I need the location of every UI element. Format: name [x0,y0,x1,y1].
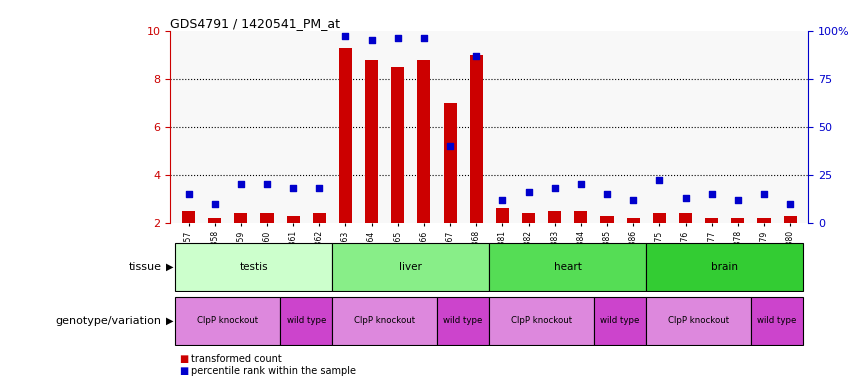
Bar [287,215,300,223]
Point [705,191,718,197]
Text: transformed count: transformed count [191,354,283,364]
Text: wild type: wild type [757,316,797,325]
Bar [443,103,457,223]
Text: tissue: tissue [129,262,162,272]
Point [495,197,509,203]
Point [653,177,666,184]
Bar [646,297,751,344]
Bar [280,297,333,344]
Bar [646,243,803,291]
Text: ClpP knockout: ClpP knockout [511,316,572,325]
Bar [626,218,640,223]
Bar [234,213,248,223]
Bar [731,218,745,223]
Point [443,143,457,149]
Text: wild type: wild type [601,316,640,325]
Bar [679,213,692,223]
Text: wild type: wild type [287,316,326,325]
Text: ClpP knockout: ClpP knockout [354,316,415,325]
Bar [653,213,665,223]
Bar [260,213,273,223]
Point [417,35,431,41]
Point [339,33,352,40]
Text: ClpP knockout: ClpP knockout [197,316,259,325]
Text: genotype/variation: genotype/variation [55,316,162,326]
Bar [175,243,333,291]
Point [391,35,404,41]
Point [600,191,614,197]
Text: ■: ■ [179,354,188,364]
Bar [757,218,770,223]
Text: ClpP knockout: ClpP knockout [668,316,729,325]
Bar [365,60,378,223]
Bar [574,211,587,223]
Text: percentile rank within the sample: percentile rank within the sample [191,366,357,376]
Point [757,191,771,197]
Bar [339,48,352,223]
Text: ■: ■ [179,366,188,376]
Point [260,181,274,187]
Bar [333,243,489,291]
Bar [489,243,646,291]
Bar [175,297,280,344]
Text: ▶: ▶ [166,262,174,272]
Bar [496,208,509,223]
Point [783,200,797,207]
Text: heart: heart [554,262,582,272]
Bar [705,218,718,223]
Point [522,189,535,195]
Bar [391,67,404,223]
Bar [548,211,562,223]
Bar [784,215,797,223]
Point [574,181,588,187]
Point [731,197,745,203]
Bar [751,297,803,344]
Bar [333,297,437,344]
Bar [417,60,431,223]
Point [365,37,379,43]
Bar [489,297,594,344]
Text: ▶: ▶ [166,316,174,326]
Point [470,53,483,59]
Point [626,197,640,203]
Text: wild type: wild type [443,316,483,325]
Point [182,191,196,197]
Point [234,181,248,187]
Point [679,195,693,201]
Point [312,185,326,191]
Text: liver: liver [399,262,422,272]
Bar [601,215,614,223]
Point [286,185,300,191]
Bar [594,297,646,344]
Text: GDS4791 / 1420541_PM_at: GDS4791 / 1420541_PM_at [170,17,340,30]
Bar [313,213,326,223]
Bar [182,211,195,223]
Bar [470,55,483,223]
Bar [208,218,221,223]
Bar [437,297,489,344]
Text: testis: testis [240,262,268,272]
Point [548,185,562,191]
Bar [522,213,535,223]
Point [208,200,221,207]
Text: brain: brain [711,262,739,272]
